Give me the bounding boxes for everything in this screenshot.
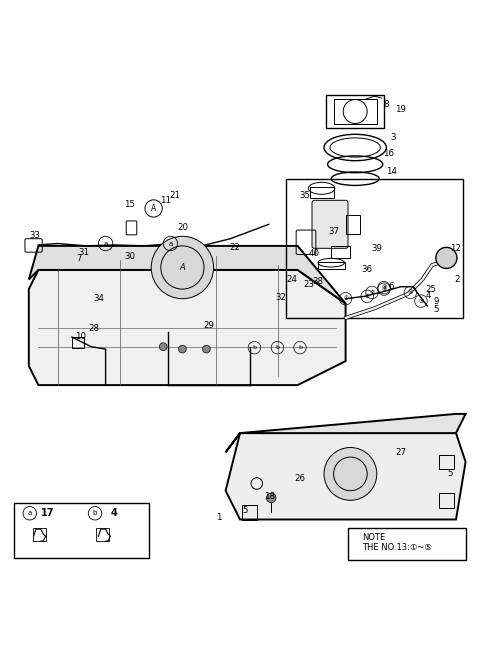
- Text: THE NO.13:①~⑤: THE NO.13:①~⑤: [362, 543, 432, 552]
- Circle shape: [159, 343, 167, 350]
- Circle shape: [179, 345, 186, 353]
- Text: 22: 22: [230, 243, 240, 252]
- Text: 2: 2: [454, 275, 460, 284]
- Text: 36: 36: [362, 265, 372, 274]
- Text: a: a: [168, 240, 172, 246]
- Bar: [96, 528, 109, 541]
- Text: 35: 35: [300, 191, 310, 200]
- Text: 4: 4: [110, 508, 117, 518]
- Bar: [318, 262, 345, 269]
- Text: 19: 19: [396, 105, 406, 113]
- Text: ③: ③: [381, 285, 387, 290]
- Text: 8: 8: [384, 100, 389, 109]
- Text: 40: 40: [309, 249, 320, 257]
- Text: 7: 7: [76, 254, 82, 263]
- Text: 9: 9: [433, 297, 439, 306]
- Text: 23: 23: [303, 280, 314, 289]
- Polygon shape: [29, 246, 346, 303]
- Text: A: A: [180, 263, 185, 272]
- Text: ⑤: ⑤: [418, 299, 424, 304]
- Text: 15: 15: [124, 200, 135, 209]
- Text: 17: 17: [41, 508, 55, 518]
- Text: 12: 12: [450, 244, 460, 253]
- Text: 5: 5: [242, 506, 248, 515]
- Bar: [14, 502, 149, 558]
- Text: 21: 21: [170, 191, 180, 200]
- Text: 34: 34: [93, 294, 104, 303]
- Bar: [439, 455, 454, 469]
- Bar: [286, 179, 463, 318]
- Text: 39: 39: [372, 244, 382, 253]
- Text: 31: 31: [79, 248, 89, 257]
- Text: 32: 32: [276, 293, 286, 302]
- Text: 11: 11: [160, 196, 171, 205]
- Text: 6: 6: [388, 282, 394, 291]
- Text: 26: 26: [295, 474, 305, 483]
- Text: 16: 16: [384, 149, 394, 159]
- Text: 38: 38: [313, 278, 324, 286]
- Bar: [242, 505, 257, 519]
- Polygon shape: [29, 270, 346, 385]
- Polygon shape: [226, 414, 466, 453]
- Text: ①: ①: [343, 296, 348, 301]
- Text: a: a: [28, 510, 32, 516]
- Text: 18: 18: [264, 492, 275, 501]
- Bar: [33, 528, 46, 541]
- Text: ④: ④: [408, 290, 413, 295]
- Text: 25: 25: [425, 285, 436, 293]
- Text: 1: 1: [216, 513, 221, 521]
- Text: a: a: [104, 240, 108, 246]
- Bar: [439, 493, 454, 508]
- Bar: [310, 187, 334, 198]
- Text: ③: ③: [382, 287, 386, 291]
- Text: 3: 3: [391, 134, 396, 142]
- Text: b: b: [252, 345, 256, 350]
- Bar: [346, 215, 360, 234]
- Bar: [72, 337, 84, 348]
- Text: ②: ②: [369, 290, 375, 295]
- Text: 37: 37: [328, 227, 339, 236]
- Bar: [334, 100, 377, 124]
- FancyBboxPatch shape: [348, 528, 466, 560]
- Text: b: b: [276, 345, 279, 350]
- Text: 5: 5: [447, 470, 453, 478]
- Circle shape: [436, 248, 457, 269]
- Text: b: b: [298, 345, 302, 350]
- Circle shape: [266, 493, 276, 502]
- FancyBboxPatch shape: [312, 200, 348, 248]
- Text: 27: 27: [396, 448, 406, 457]
- Text: ②: ②: [365, 294, 370, 299]
- Text: 24: 24: [287, 275, 297, 284]
- Text: 33: 33: [30, 231, 40, 240]
- Circle shape: [324, 447, 377, 500]
- Circle shape: [151, 236, 214, 299]
- Text: b: b: [93, 510, 97, 516]
- Text: 29: 29: [204, 321, 214, 330]
- Bar: [331, 246, 350, 258]
- Polygon shape: [226, 433, 466, 519]
- Text: A: A: [151, 204, 156, 213]
- Text: 14: 14: [386, 167, 396, 176]
- Bar: [326, 95, 384, 128]
- Text: 20: 20: [177, 223, 188, 232]
- Text: 4: 4: [426, 291, 432, 300]
- Text: 10: 10: [75, 331, 86, 341]
- Circle shape: [203, 345, 210, 353]
- Text: 30: 30: [124, 252, 135, 261]
- Text: NOTE: NOTE: [362, 533, 385, 542]
- Text: 5: 5: [433, 305, 439, 314]
- Text: 28: 28: [88, 324, 99, 333]
